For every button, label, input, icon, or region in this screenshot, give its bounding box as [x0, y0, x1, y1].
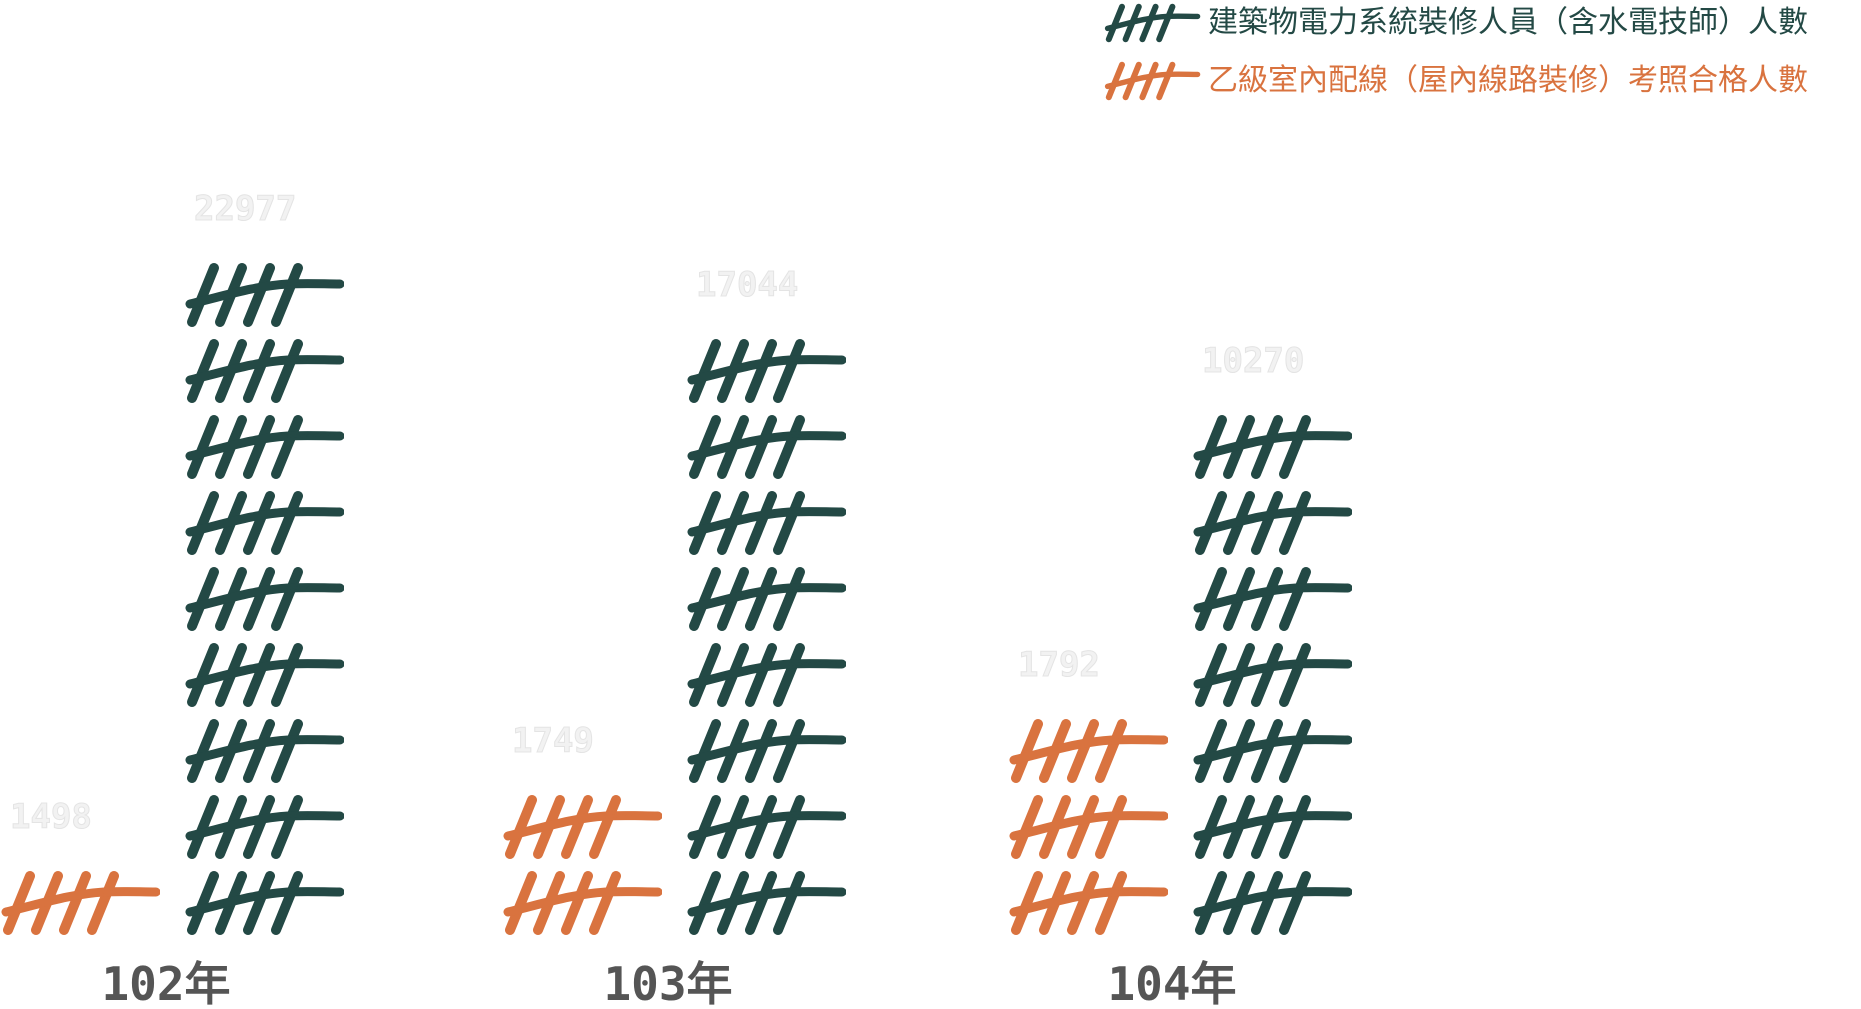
x-axis: 102年 103年 104年 — [101, 957, 1236, 1009]
orange-tally-icon — [508, 876, 658, 930]
green-tally-icon — [190, 800, 340, 854]
orange-tally-icon — [6, 876, 156, 930]
data-label-green-2: 10270 — [1202, 341, 1304, 381]
green-tally-icon — [190, 648, 340, 702]
legend-orange-tally-icon — [1108, 65, 1198, 97]
green-tally-icon — [692, 800, 842, 854]
green-tally-icon — [692, 496, 842, 550]
green-tally-icon — [190, 572, 340, 626]
legend-item-orange: 乙級室內配線（屋內線路裝修）考照合格人數 — [1108, 63, 1808, 98]
green-tally-icon — [1198, 420, 1348, 474]
green-tally-icon — [1198, 800, 1348, 854]
green-tally-icon — [1198, 648, 1348, 702]
green-tally-icon — [692, 572, 842, 626]
legend-item-green: 建築物電力系統裝修人員（含水電技師）人數 — [1108, 5, 1808, 40]
category-label-103: 103年 — [603, 957, 732, 1009]
green-tally-icon — [1198, 496, 1348, 550]
green-tally-icon — [190, 268, 340, 322]
green-tally-icon — [692, 724, 842, 778]
green-tally-icon — [1198, 724, 1348, 778]
category-label-104: 104年 — [1107, 957, 1236, 1009]
category-label-102: 102年 — [101, 957, 230, 1009]
green-tally-icon — [692, 344, 842, 398]
green-tally-icon — [190, 420, 340, 474]
green-tally-icon — [692, 648, 842, 702]
green-tally-icon — [190, 724, 340, 778]
orange-tally-icon — [1014, 876, 1164, 930]
green-tally-icon — [190, 496, 340, 550]
data-label-orange-2: 1792 — [1018, 645, 1100, 685]
orange-tally-icon — [1014, 800, 1164, 854]
legend-label-green: 建築物電力系統裝修人員（含水電技師）人數 — [1208, 5, 1808, 40]
green-tally-icon — [190, 876, 340, 930]
orange-tally-icon — [508, 800, 658, 854]
legend-label-orange: 乙級室內配線（屋內線路裝修）考照合格人數 — [1208, 63, 1808, 98]
data-label-orange-0: 1498 — [10, 797, 92, 837]
green-tally-icon — [1198, 572, 1348, 626]
data-label-orange-1: 1749 — [512, 721, 594, 761]
green-tally-icon — [692, 876, 842, 930]
green-tally-icon — [190, 344, 340, 398]
data-label-green-1: 17044 — [696, 265, 798, 305]
legend-green-tally-icon — [1108, 7, 1198, 39]
legend: 建築物電力系統裝修人員（含水電技師）人數 乙級室內配線（屋內線路裝修）考照合格人… — [1108, 5, 1808, 98]
green-tally-icon — [1198, 876, 1348, 930]
data-label-green-0: 22977 — [194, 189, 296, 229]
green-tally-icon — [692, 420, 842, 474]
orange-tally-icon — [1014, 724, 1164, 778]
